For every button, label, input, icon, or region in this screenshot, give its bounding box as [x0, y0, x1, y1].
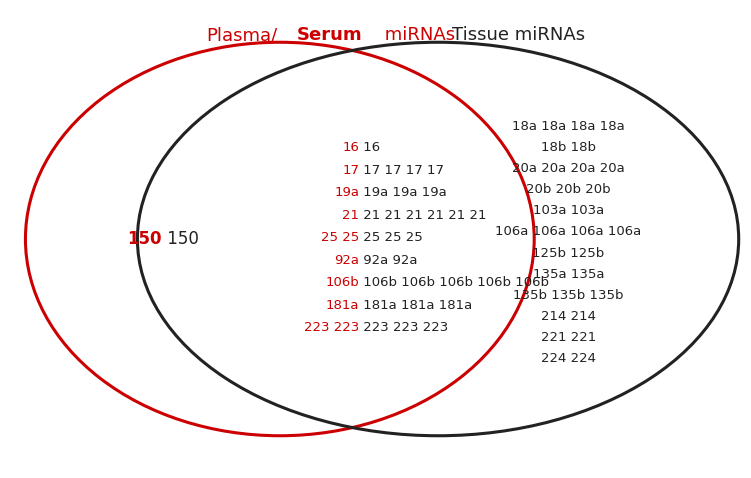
- Text: 17 17 17 17: 17 17 17 17: [359, 163, 445, 177]
- Text: 17: 17: [342, 163, 359, 177]
- Text: 221 221: 221 221: [541, 331, 596, 344]
- Text: 181a: 181a: [326, 299, 359, 312]
- Text: 125b 125b: 125b 125b: [532, 247, 605, 260]
- Text: 21 21 21 21 21 21: 21 21 21 21 21 21: [359, 208, 487, 222]
- Text: 16: 16: [359, 141, 381, 154]
- Text: 25 25: 25 25: [321, 231, 359, 244]
- Text: 19a 19a 19a: 19a 19a 19a: [359, 186, 447, 199]
- Text: 214 214: 214 214: [541, 310, 596, 323]
- Text: 106a 106a 106a 106a: 106a 106a 106a 106a: [495, 226, 641, 239]
- Text: 19a: 19a: [334, 186, 359, 199]
- Text: Tissue miRNAs: Tissue miRNAs: [452, 26, 586, 44]
- Text: 181a 181a 181a: 181a 181a 181a: [359, 299, 472, 312]
- Text: 223 223 223: 223 223 223: [359, 321, 448, 334]
- Text: Serum: Serum: [297, 26, 362, 44]
- Text: Plasma/: Plasma/: [207, 26, 277, 44]
- Text: 135b 135b 135b: 135b 135b 135b: [513, 289, 623, 302]
- Text: 18b 18b: 18b 18b: [541, 141, 596, 154]
- Text: 223 223: 223 223: [304, 321, 359, 334]
- Text: 20b 20b 20b: 20b 20b 20b: [526, 184, 611, 196]
- Text: 150: 150: [128, 230, 162, 248]
- Text: 103a 103a: 103a 103a: [532, 205, 604, 217]
- Text: 135a 135a: 135a 135a: [532, 268, 604, 281]
- Text: 150: 150: [162, 230, 199, 248]
- Text: 18a 18a 18a 18a: 18a 18a 18a 18a: [512, 120, 625, 133]
- Text: 106b 106b 106b 106b 106b: 106b 106b 106b 106b 106b: [359, 276, 549, 289]
- Text: 16: 16: [342, 141, 359, 154]
- Text: 224 224: 224 224: [541, 352, 596, 365]
- Text: 21: 21: [342, 208, 359, 222]
- Text: 20a 20a 20a 20a: 20a 20a 20a 20a: [512, 162, 625, 175]
- Text: 92a: 92a: [334, 254, 359, 267]
- Text: miRNAs: miRNAs: [379, 26, 455, 44]
- Text: 92a 92a: 92a 92a: [359, 254, 418, 267]
- Text: 106b: 106b: [325, 276, 359, 289]
- Text: 25 25 25: 25 25 25: [359, 231, 423, 244]
